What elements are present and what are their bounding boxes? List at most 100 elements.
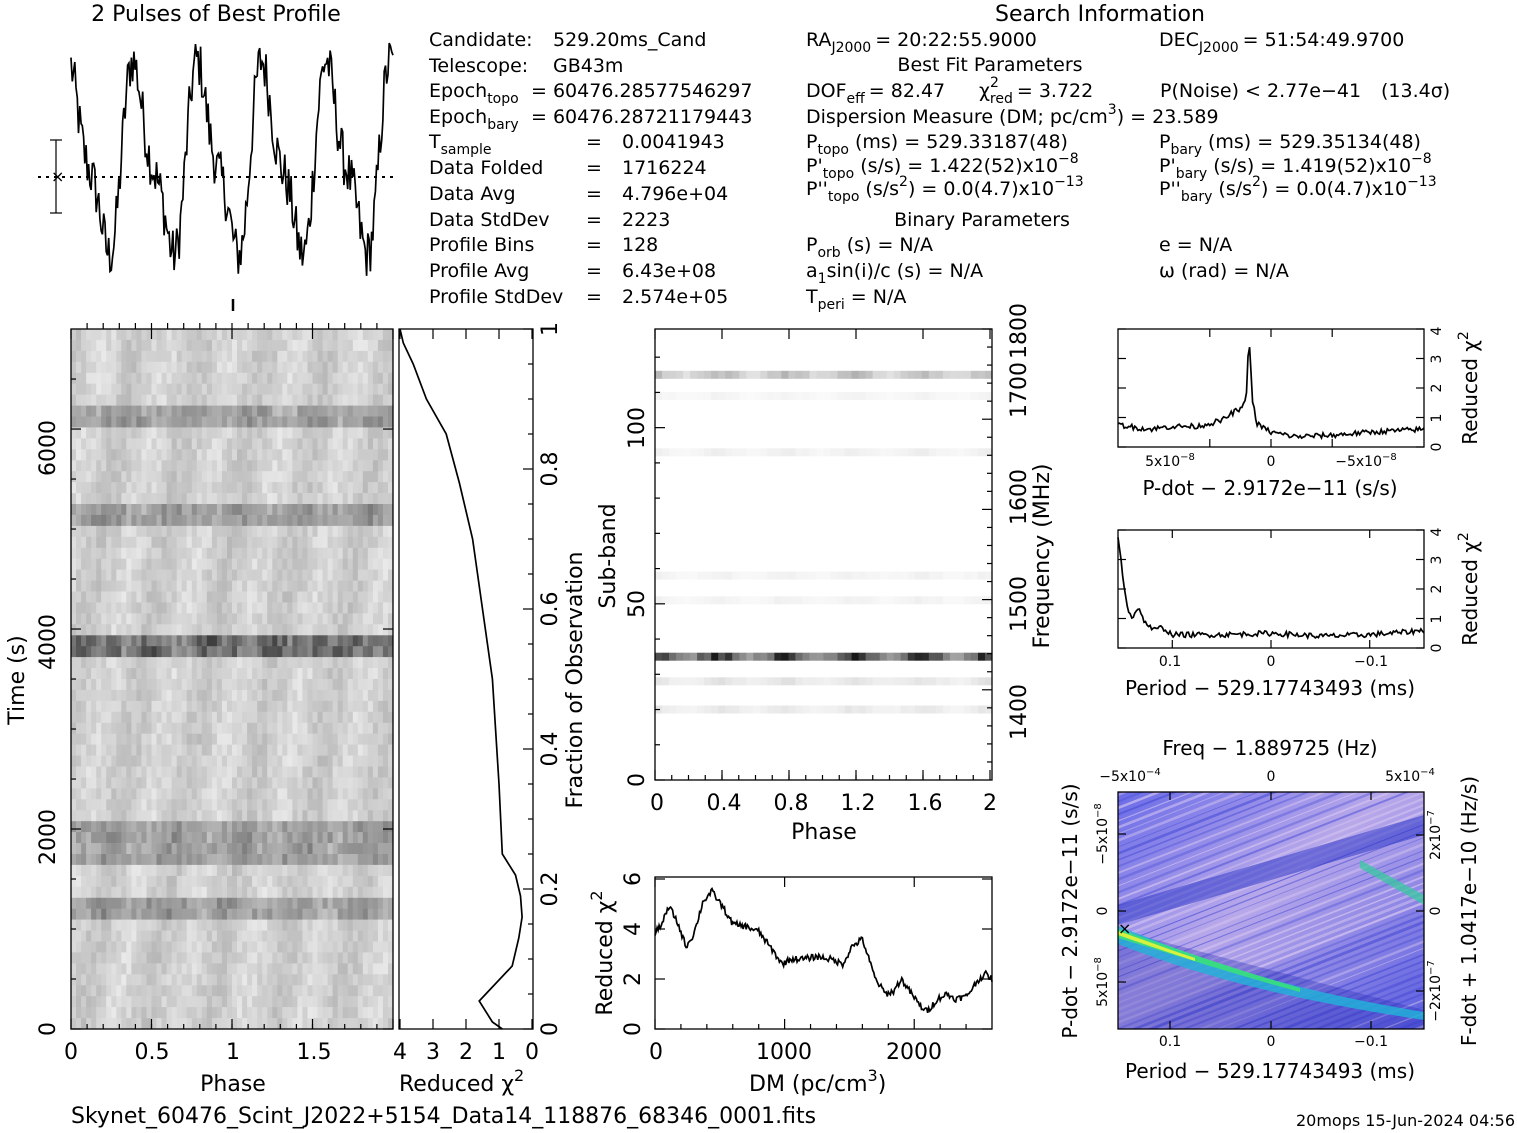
waterfall-cell — [91, 755, 97, 767]
waterfall-cell — [186, 339, 193, 352]
waterfall-cell — [116, 668, 122, 680]
waterfall-cell — [307, 843, 314, 855]
waterfall-cell — [337, 613, 344, 625]
waterfall-cell — [307, 438, 314, 450]
waterfall-cell — [302, 744, 308, 756]
waterfall-cell — [191, 449, 198, 461]
waterfall-cell — [327, 1007, 334, 1019]
waterfall-cell — [277, 460, 283, 472]
waterfall-cell — [377, 668, 384, 680]
waterfall-cell — [357, 668, 364, 680]
waterfall-cell — [191, 525, 198, 538]
waterfall-cell — [151, 329, 158, 341]
subband-cell — [872, 448, 881, 457]
waterfall-cell — [181, 482, 188, 494]
waterfall-cell — [191, 886, 198, 899]
waterfall-cell — [357, 613, 364, 625]
subband-frame — [654, 328, 993, 781]
waterfall-cell — [322, 952, 329, 964]
waterfall-cell — [287, 624, 293, 636]
waterfall-cell — [201, 843, 208, 855]
map-streak — [1216, 947, 1424, 1029]
waterfall-cell — [327, 383, 334, 395]
waterfall-cell — [86, 350, 92, 363]
waterfall-cell — [211, 361, 218, 374]
waterfall-cell — [156, 875, 163, 888]
subband-cell — [935, 652, 944, 661]
subband-cell — [739, 705, 747, 714]
subband-cell — [851, 596, 860, 605]
waterfall-cell — [262, 1007, 268, 1019]
waterfall-cell — [76, 394, 82, 406]
waterfall-cell — [242, 438, 248, 450]
waterfall-cell — [352, 504, 359, 516]
dmy-tick-4: 4 — [621, 922, 646, 936]
waterfall-cell — [126, 1018, 132, 1029]
waterfall-cell — [76, 427, 82, 439]
waterfall-cell — [181, 449, 188, 461]
waterfall-cell — [302, 514, 308, 527]
waterfall-cell — [116, 394, 122, 406]
waterfall-cell — [287, 547, 293, 560]
waterfall-cell — [277, 547, 283, 560]
subband-cell — [921, 652, 930, 661]
waterfall-cell — [312, 558, 319, 570]
waterfall-cell — [116, 482, 122, 494]
waterfall-cell — [367, 504, 374, 516]
waterfall-cell — [216, 591, 223, 603]
waterfall-cell — [221, 755, 228, 767]
waterfall-cell — [186, 963, 193, 975]
waterfall-cell — [232, 536, 238, 549]
waterfall-cell — [367, 875, 374, 888]
subband-cell — [823, 571, 831, 580]
waterfall-cell — [221, 864, 228, 877]
waterfall-cell — [277, 919, 283, 931]
waterfall-cell — [307, 689, 314, 702]
waterfall-cell — [388, 350, 393, 363]
waterfall-cell — [141, 963, 147, 975]
waterfall-cell — [191, 679, 198, 691]
waterfall-cell — [232, 460, 238, 472]
waterfall-cell — [342, 985, 349, 997]
waterfall-cell — [101, 613, 107, 625]
waterfall-cell — [388, 799, 393, 811]
waterfall-cell — [252, 602, 258, 614]
waterfall-cell — [166, 668, 173, 680]
waterfall-cell — [201, 985, 208, 997]
waterfall-cell — [141, 613, 147, 625]
tsample-value: 0.0041943 — [622, 131, 725, 153]
waterfall-cell — [131, 504, 137, 516]
waterfall-cell — [282, 350, 288, 363]
waterfall-cell — [106, 821, 112, 833]
subband-cell — [921, 571, 930, 580]
waterfall-cell — [382, 329, 389, 341]
waterfall-cell — [81, 908, 87, 920]
waterfall-cell — [277, 777, 283, 789]
waterfall-cell — [116, 744, 122, 756]
waterfall-cell — [206, 339, 213, 352]
waterfall-cell — [91, 668, 97, 680]
waterfall-cell — [141, 821, 147, 833]
svg-text:Candidate:: Candidate: — [429, 29, 533, 51]
waterfall-cell — [237, 580, 243, 592]
subband-cell — [683, 571, 691, 580]
waterfall-cell — [362, 711, 369, 724]
waterfall-cell — [282, 339, 288, 352]
waterfall-cell — [262, 350, 268, 363]
waterfall-cell — [282, 635, 288, 647]
waterfall-cell — [257, 405, 263, 417]
waterfall-cell — [247, 427, 253, 439]
waterfall-cell — [372, 689, 379, 702]
waterfall-cell — [126, 558, 132, 570]
waterfall-cell — [388, 766, 393, 778]
waterfall-cell — [307, 471, 314, 483]
waterfall-cell — [292, 744, 298, 756]
waterfall-cell — [201, 525, 208, 538]
waterfall-cell — [317, 919, 324, 931]
waterfall-cell — [116, 711, 122, 724]
waterfall-cell — [146, 766, 153, 778]
waterfall-cell — [111, 569, 117, 581]
waterfall-cell — [121, 449, 127, 461]
waterfall-cell — [362, 536, 369, 549]
waterfall-cell — [317, 372, 324, 385]
